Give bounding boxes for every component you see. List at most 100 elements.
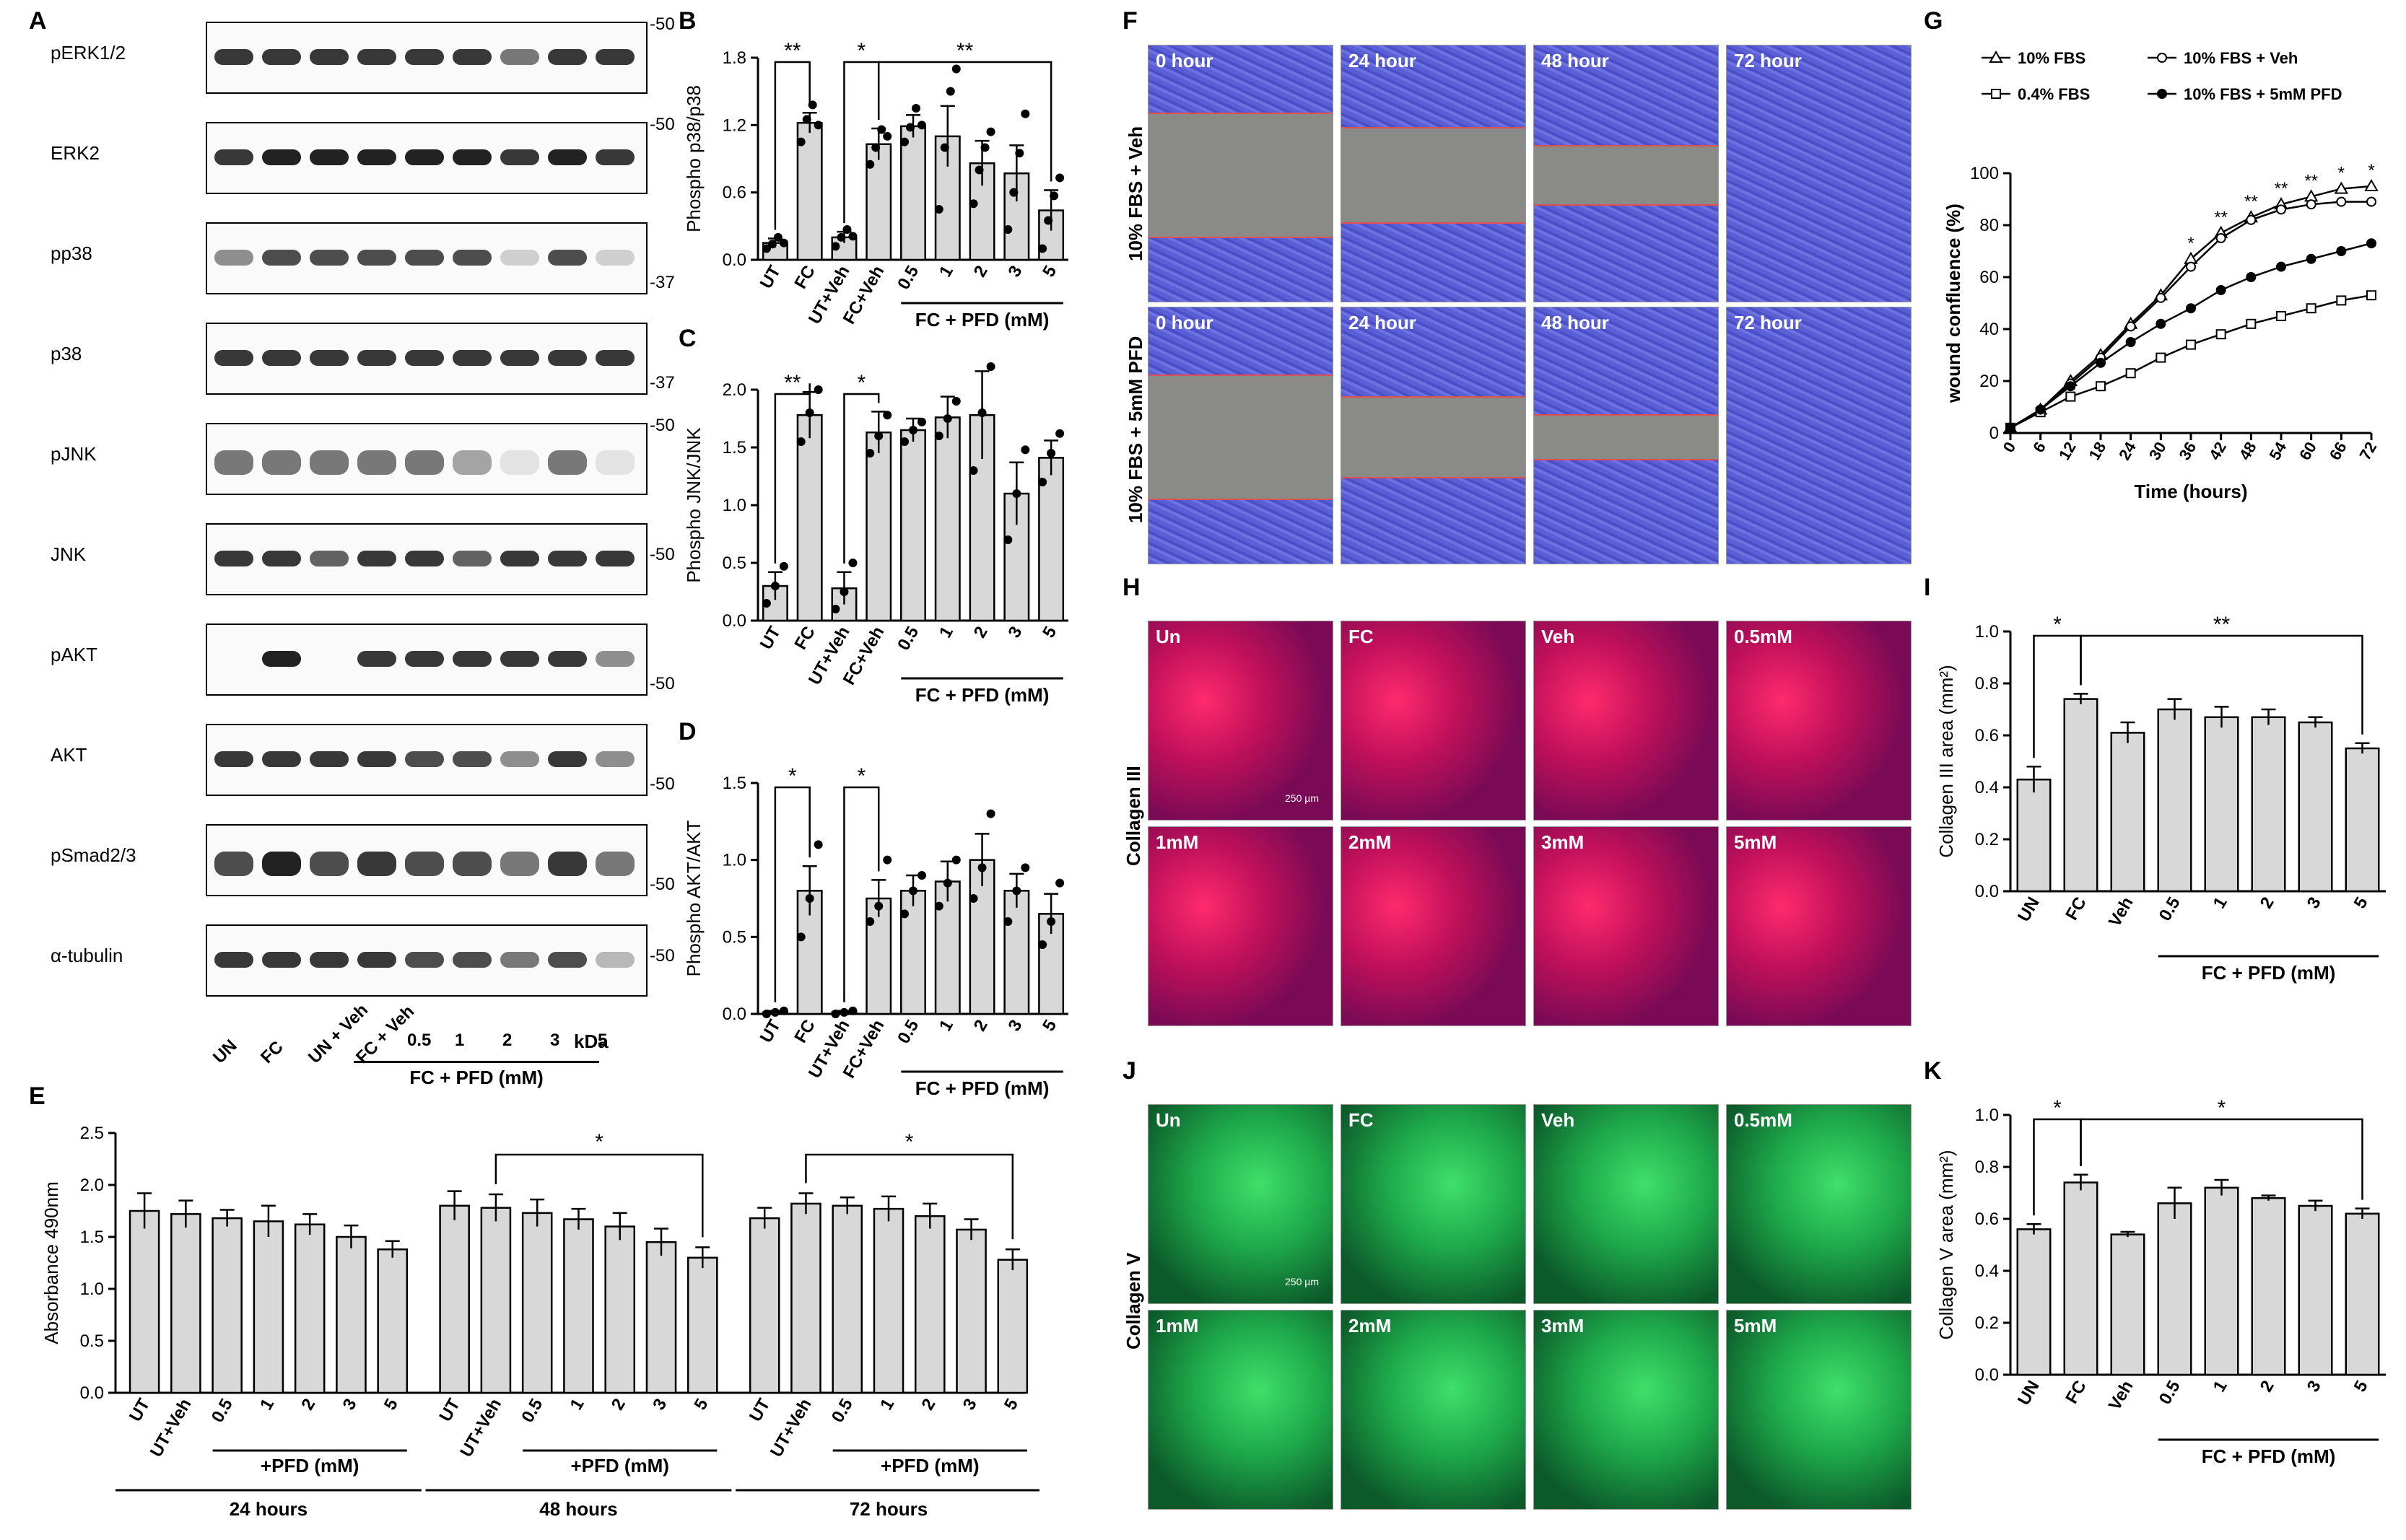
collagen-image: Un bbox=[1148, 1104, 1333, 1304]
significance-label: * bbox=[857, 39, 866, 63]
data-point bbox=[814, 840, 823, 849]
bar bbox=[749, 1217, 780, 1394]
blot-band bbox=[453, 149, 492, 165]
blot-image bbox=[206, 824, 648, 896]
blot-band bbox=[262, 450, 301, 475]
x-tick-label: 36 bbox=[2175, 439, 2200, 463]
blot-band bbox=[262, 751, 301, 767]
x-tick-label: UT bbox=[746, 1395, 775, 1425]
collagen-image: 3mM bbox=[1533, 826, 1719, 1026]
wound-time-caption: 24 hour bbox=[1348, 312, 1416, 333]
wound-image: 24 hour bbox=[1341, 307, 1526, 564]
x-tick-label: 0.5 bbox=[2156, 894, 2184, 924]
blot-band bbox=[310, 852, 349, 876]
data-point bbox=[831, 605, 840, 613]
blot-band bbox=[500, 450, 539, 475]
data-point bbox=[814, 121, 823, 130]
series-point bbox=[2336, 196, 2347, 207]
series-point bbox=[2276, 204, 2286, 215]
blot-band bbox=[214, 952, 253, 968]
data-point bbox=[871, 143, 881, 152]
collagen-caption: FC bbox=[1348, 1109, 1374, 1131]
collagen-image: 2mM bbox=[1341, 1310, 1526, 1510]
blot-band bbox=[357, 350, 396, 366]
collagen-image: 0.5mM bbox=[1726, 621, 1912, 821]
data-point bbox=[934, 205, 943, 214]
blot-name: α-tubulin bbox=[51, 945, 123, 966]
bar bbox=[2110, 1233, 2145, 1376]
bar bbox=[170, 1213, 201, 1394]
y-axis-title: wound confluence (%) bbox=[1943, 204, 1964, 403]
x-tick-label: 0.5 bbox=[208, 1396, 237, 1426]
x-tick-label: 24 bbox=[2115, 438, 2140, 463]
kda-marker: -50 bbox=[650, 416, 675, 435]
y-tick-label: 100 bbox=[1970, 164, 1999, 183]
bar bbox=[2204, 1186, 2239, 1376]
kda-marker: -50 bbox=[650, 774, 675, 794]
x-tick-label: 1 bbox=[2210, 1378, 2231, 1396]
group-label: FC + PFD (mM) bbox=[2202, 962, 2336, 984]
blot-band bbox=[596, 852, 635, 876]
scale-bar-label: 250 µm bbox=[1285, 792, 1319, 804]
series-point bbox=[2336, 295, 2347, 306]
blot-band bbox=[500, 250, 539, 266]
blot-band bbox=[548, 751, 587, 767]
series-point bbox=[2246, 272, 2257, 282]
data-point bbox=[814, 385, 823, 394]
wound-gap bbox=[1534, 414, 1718, 460]
y-tick-label: 0.5 bbox=[80, 1331, 104, 1351]
panel-label-c: C bbox=[679, 325, 697, 352]
blot-band bbox=[405, 49, 444, 65]
kda-marker: -50 bbox=[650, 674, 675, 694]
group-label: FC + PFD (mM) bbox=[915, 1077, 1050, 1099]
kda-marker: -37 bbox=[650, 373, 675, 393]
blot-band bbox=[357, 250, 396, 266]
collagen-caption: Un bbox=[1156, 1109, 1181, 1131]
wound-row-label: 10% FBS + 5mM PFD bbox=[1125, 336, 1146, 523]
x-tick-label: 3 bbox=[959, 1396, 981, 1414]
significance-label: ** bbox=[956, 39, 974, 63]
data-point bbox=[946, 87, 955, 96]
bar bbox=[900, 429, 926, 622]
wound-gap bbox=[1341, 395, 1525, 478]
blot-band bbox=[214, 450, 253, 475]
blot-band bbox=[548, 49, 587, 65]
x-tick-label: 2 bbox=[970, 263, 992, 281]
blot-row: pp38 -37 bbox=[51, 222, 675, 294]
significance-bracket bbox=[843, 393, 880, 564]
kda-marker: -50 bbox=[650, 14, 675, 34]
x-tick-label: 0.5 bbox=[894, 263, 923, 293]
series-point bbox=[2306, 303, 2316, 314]
blot-row: JNK -50 bbox=[51, 523, 675, 595]
series-point bbox=[2005, 422, 2015, 433]
blot-band bbox=[453, 852, 492, 876]
blot-band bbox=[214, 350, 253, 366]
blot-row: pJNK -50 bbox=[51, 416, 675, 495]
legend-marker bbox=[2157, 53, 2167, 63]
bar bbox=[336, 1235, 367, 1394]
collagen-image: FC bbox=[1341, 621, 1526, 821]
x-tick-label: Veh bbox=[2105, 1378, 2137, 1414]
x-tick-label: 1 bbox=[567, 1396, 588, 1414]
legend-label: 10% FBS bbox=[2018, 49, 2085, 67]
blot-image bbox=[206, 624, 648, 696]
bar bbox=[2345, 1212, 2380, 1376]
y-tick-label: 1.8 bbox=[723, 48, 746, 68]
data-point bbox=[1044, 216, 1053, 225]
bar bbox=[914, 1215, 946, 1394]
x-tick-label: 66 bbox=[2326, 439, 2350, 463]
blot-band bbox=[310, 350, 349, 366]
blot-band bbox=[596, 350, 635, 366]
bar bbox=[2157, 1202, 2192, 1376]
blot-band bbox=[548, 450, 587, 475]
series-point bbox=[2186, 261, 2196, 272]
data-point bbox=[951, 64, 961, 74]
blot-band bbox=[453, 751, 492, 767]
blot-image bbox=[206, 22, 648, 94]
wound-gap bbox=[1534, 144, 1718, 206]
data-point bbox=[796, 437, 806, 446]
y-tick-label: 1.0 bbox=[1975, 1106, 1999, 1125]
wound-image: 48 hour bbox=[1533, 307, 1719, 564]
data-point bbox=[969, 894, 978, 903]
